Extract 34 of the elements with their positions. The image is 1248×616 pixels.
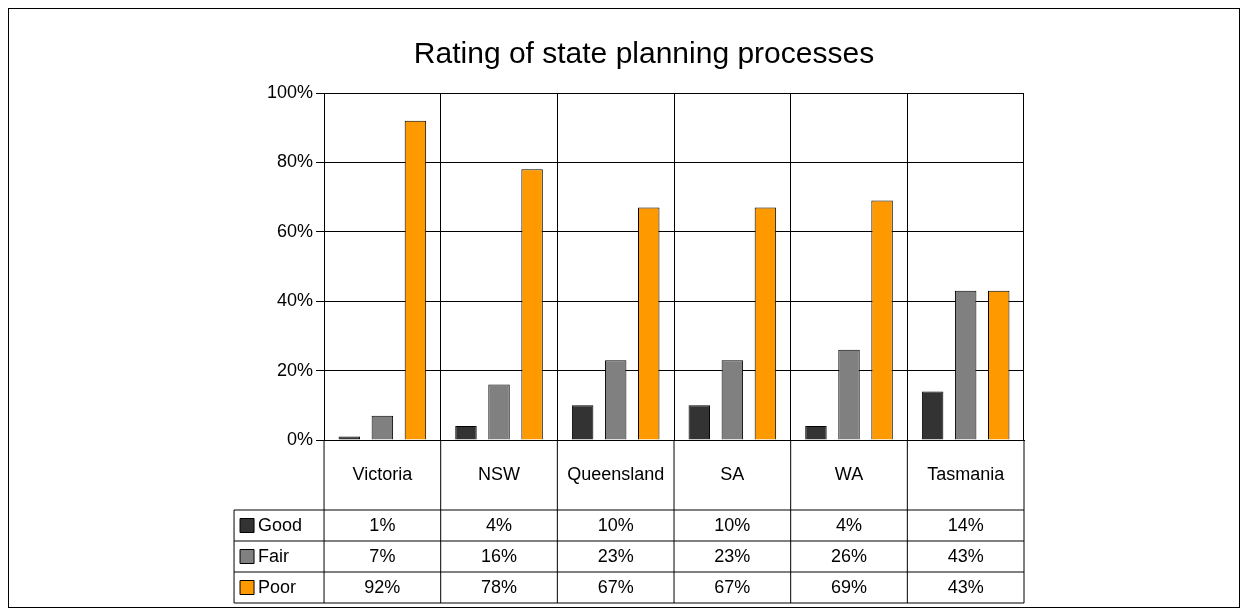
x-tick-label: SA: [720, 463, 745, 484]
data-label: 16%: [481, 546, 518, 567]
x-tick-label: WA: [834, 463, 864, 484]
data-label: 23%: [597, 546, 634, 567]
data-label: 10%: [714, 515, 751, 536]
x-tick-label: Queensland: [567, 463, 665, 484]
data-label: 1%: [369, 515, 396, 536]
chart-title: Rating of state planning processes: [413, 36, 875, 70]
data-label: 67%: [714, 577, 751, 598]
data-label: 10%: [597, 515, 634, 536]
data-label: 4%: [836, 515, 863, 536]
y-tick-label: 40%: [277, 290, 314, 311]
data-label: 14%: [947, 515, 984, 536]
data-label: 43%: [947, 577, 984, 598]
data-label: 92%: [364, 577, 401, 598]
data-label: 23%: [714, 546, 751, 567]
y-tick-label: 80%: [277, 151, 314, 172]
x-tick-label: Victoria: [352, 463, 414, 484]
data-label: 78%: [481, 577, 518, 598]
data-label: 26%: [830, 546, 868, 567]
data-label: 43%: [947, 546, 984, 567]
legend-label: Poor: [258, 577, 297, 598]
data-label: 7%: [369, 546, 396, 567]
data-label: 69%: [830, 577, 868, 598]
y-tick-label: 0%: [287, 428, 314, 449]
legend-label: Good: [258, 515, 303, 536]
legend-label: Fair: [258, 546, 290, 567]
y-tick-label: 20%: [277, 359, 314, 380]
data-label: 67%: [597, 577, 634, 598]
data-label: 4%: [486, 515, 513, 536]
x-tick-label: Tasmania: [927, 463, 1006, 484]
y-tick-label: 100%: [266, 81, 314, 102]
y-tick-label: 60%: [277, 220, 314, 241]
x-tick-label: NSW: [478, 463, 521, 484]
